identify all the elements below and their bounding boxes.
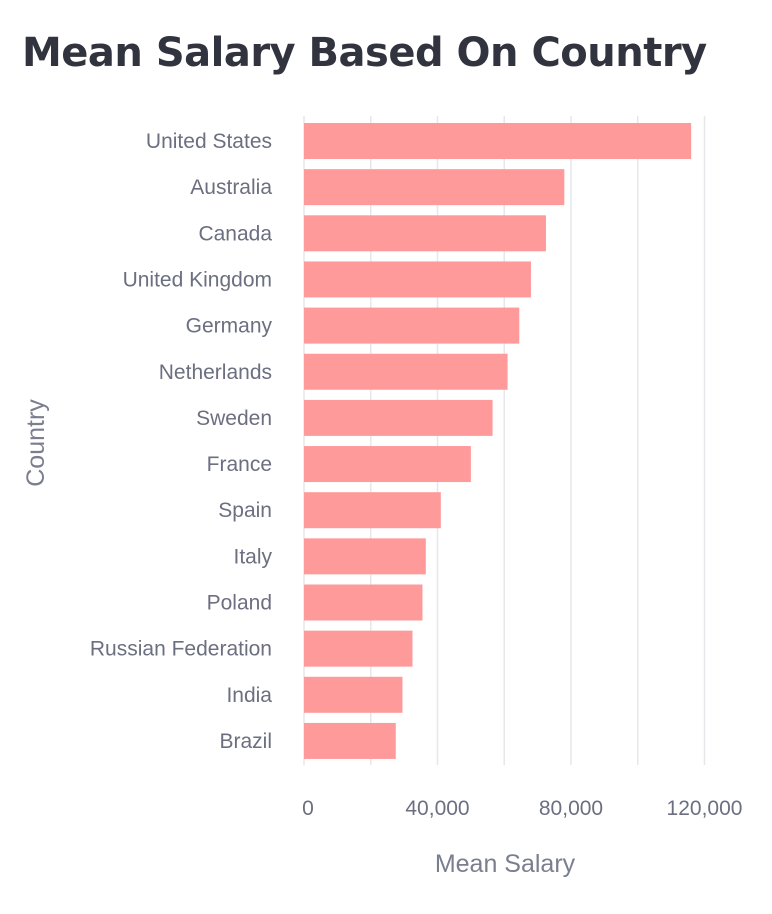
y-axis-title: Country: [22, 399, 50, 487]
y-tick-label: Netherlands: [159, 361, 272, 384]
gridlines: [303, 116, 706, 765]
chart-title: Mean Salary Based On Country: [22, 30, 707, 76]
y-tick-label: Spain: [218, 499, 272, 522]
bar: [304, 353, 508, 390]
x-axis-title: Mean Salary: [435, 850, 576, 878]
bar: [304, 584, 423, 621]
bar: [304, 446, 471, 483]
x-tick-label: 40,000: [405, 797, 469, 820]
y-tick-label: Germany: [186, 315, 273, 338]
y-tick-label: Canada: [198, 222, 272, 245]
y-tick-label: Italy: [233, 545, 272, 568]
bar: [304, 399, 493, 436]
y-tick-label: India: [226, 684, 272, 707]
y-tick-label: United States: [146, 130, 272, 153]
bar: [304, 261, 531, 298]
bar: [304, 307, 520, 344]
y-tick-label: Russian Federation: [90, 638, 272, 661]
bar: [304, 492, 441, 529]
bar: [304, 676, 403, 713]
y-tick-label: Poland: [207, 592, 272, 615]
x-tick-label: 120,000: [667, 797, 743, 820]
y-tick-label: France: [207, 453, 272, 476]
y-tick-label: United Kingdom: [123, 268, 272, 291]
y-tick-label: Australia: [190, 176, 272, 199]
y-tick-labels: United States Australia Canada United Kingd…: [90, 130, 273, 753]
bar: [304, 630, 413, 667]
bar: [304, 169, 565, 206]
x-tick-labels: 0 40,000 80,000 120,000: [302, 797, 742, 820]
x-tick-label: 80,000: [539, 797, 603, 820]
x-tick-label: 0: [302, 797, 314, 820]
bar: [304, 722, 396, 759]
bar: [304, 215, 546, 252]
bar: [304, 538, 426, 575]
bar: [304, 123, 692, 159]
bars: [304, 123, 692, 759]
y-tick-label: Sweden: [196, 407, 272, 430]
y-tick-label: Brazil: [219, 730, 272, 753]
